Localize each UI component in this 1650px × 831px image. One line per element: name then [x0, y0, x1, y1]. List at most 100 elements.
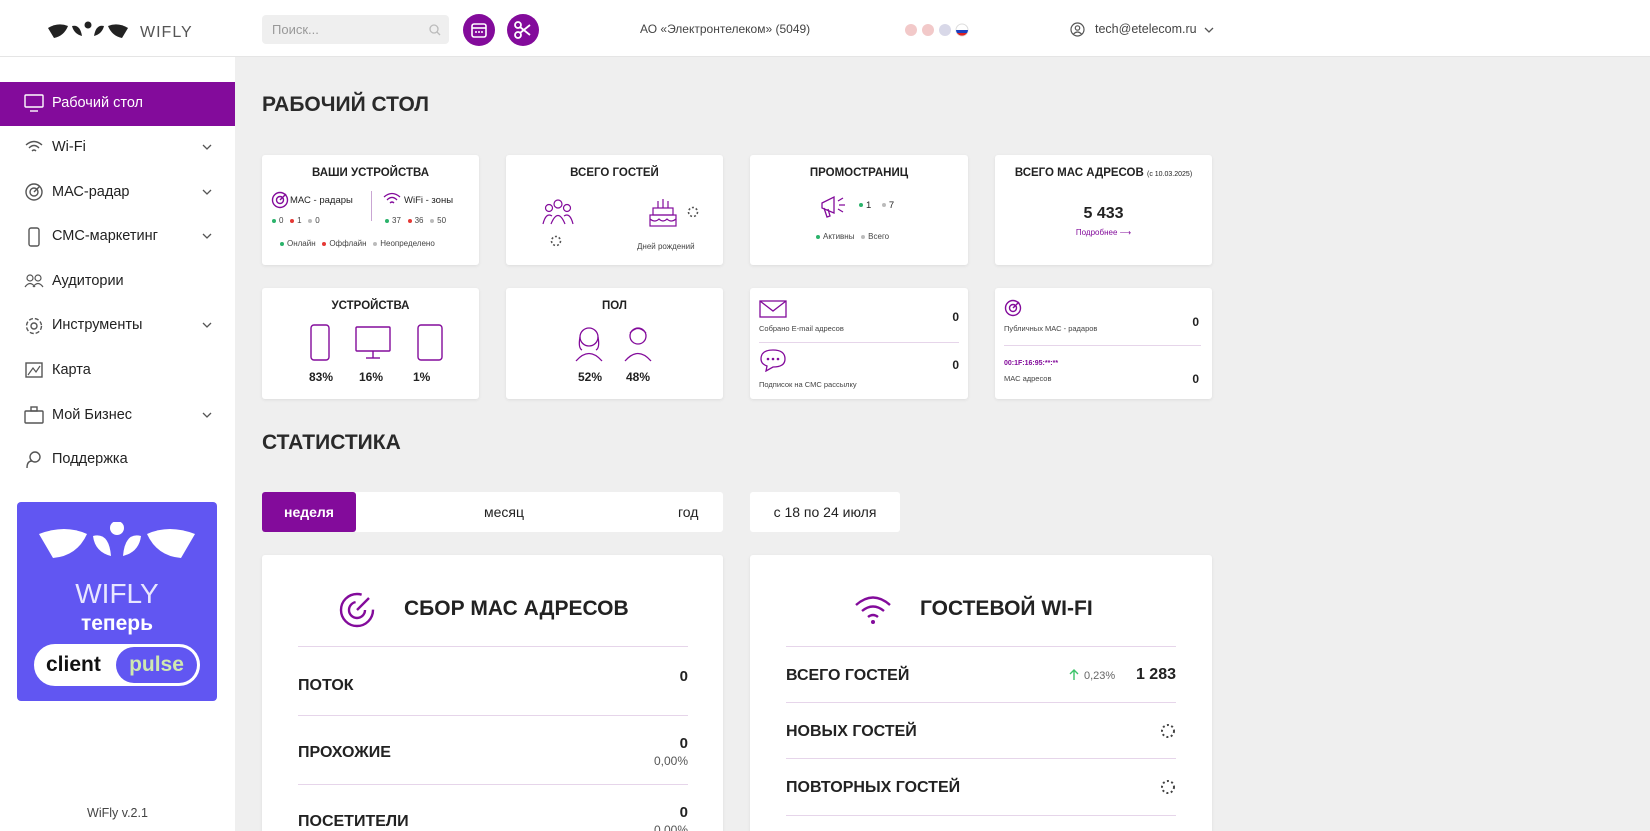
graphic [1204, 27, 1214, 33]
graphic [553, 199, 563, 209]
row-label: ПОТОК [298, 677, 354, 694]
megaphone-icon [821, 195, 845, 218]
graphic [575, 327, 652, 362]
count: 37 [392, 216, 401, 225]
graphic [279, 193, 287, 201]
search-box[interactable]: Поиск... [262, 15, 449, 44]
card-title: ВСЕГО ГОСТЕЙ [570, 167, 659, 179]
graphic [24, 282, 44, 288]
graphic [629, 327, 647, 334]
nav-item[interactable]: Мой Бизнес [0, 394, 235, 438]
count: 36 [414, 216, 424, 225]
graphic [383, 192, 401, 204]
graphic [72, 25, 82, 36]
graphic [26, 460, 33, 469]
graphic [821, 195, 835, 214]
nav-item[interactable]: Карта [0, 349, 235, 393]
legend-item: Активны [823, 232, 855, 241]
share: 83% [309, 370, 334, 384]
share: 52% [578, 370, 603, 384]
graphic [957, 33, 967, 36]
graphic [430, 218, 435, 223]
radars-card: Публичных МАС - радаров 0 00:1F:16:95:**… [995, 288, 1212, 399]
user-chevron [1204, 27, 1214, 33]
language-flags[interactable] [904, 23, 972, 37]
tab[interactable]: год [678, 504, 699, 520]
panel-title: СБОР МАС АДРЕСОВ [404, 597, 629, 620]
nav-label: Карта [52, 362, 91, 378]
graphic [766, 357, 770, 361]
graphic [322, 241, 327, 246]
nav-item[interactable]: Инструменты [0, 304, 235, 348]
count: 0 [315, 216, 320, 225]
tab-active[interactable]: неделя [262, 492, 356, 532]
spinner [687, 206, 699, 218]
graphic [385, 218, 389, 223]
divider [786, 758, 1176, 759]
graphic [123, 535, 141, 556]
nav-item[interactable]: СМС-маркетинг [0, 215, 235, 259]
nav-item[interactable]: Рабочий стол [0, 82, 235, 126]
nav-item[interactable]: МАС-радар [0, 171, 235, 215]
count: 1 [297, 216, 302, 225]
graphic [475, 31, 477, 33]
calendar-button[interactable] [463, 14, 495, 46]
search-icon [429, 24, 441, 36]
tools-button[interactable] [507, 14, 539, 46]
row-label: ПОСЕТИТЕЛИ [298, 813, 409, 830]
nav-item[interactable]: Поддержка [0, 438, 235, 482]
graphic [417, 324, 443, 361]
nav-item[interactable]: Wi-Fi [0, 126, 235, 170]
legend-item: Неопределено [380, 239, 435, 248]
graphic [478, 31, 480, 33]
promo-pill: client pulse [34, 644, 200, 686]
graphic [202, 144, 212, 150]
nav-item[interactable]: Аудитории [0, 260, 235, 304]
share: 16% [359, 370, 384, 384]
row-value: 0 [679, 804, 688, 821]
contacts-card: Собрано E-mail адресов 0 Подписок на СМС… [750, 288, 968, 399]
graphic [33, 185, 41, 193]
card-title: ВСЕГО МАС АДРЕСОВ (с 10.03.2025) [995, 167, 1212, 179]
period-tabs: неделя месяц год [262, 492, 723, 532]
graphic [339, 592, 375, 628]
device-icons [310, 324, 443, 361]
user-icon [1070, 22, 1085, 37]
graphic [776, 357, 780, 361]
graphic [94, 25, 104, 36]
row-label: ПОВТОРНЫХ ГОСТЕЙ [786, 779, 961, 796]
date-range[interactable]: с 18 по 24 июля [750, 492, 900, 532]
nav-label: СМС-маркетинг [52, 228, 158, 244]
graphic [1012, 301, 1020, 309]
mac-total-card: ВСЕГО МАС АДРЕСОВ (с 10.03.2025) 5 433 П… [995, 155, 1212, 265]
row-label: Публичных МАС - радаров [1004, 324, 1098, 333]
graphic [407, 218, 412, 223]
nav-label: Аудитории [52, 273, 124, 289]
promo-banner[interactable]: WIFLY теперь client pulse [17, 502, 217, 701]
graphic [355, 326, 391, 352]
chat-icon [760, 349, 786, 372]
more-link[interactable]: Подробнее ⟶ [1075, 228, 1132, 237]
row-value: 0 [952, 310, 959, 324]
graphic [34, 274, 42, 282]
graphic [24, 406, 44, 424]
divider [371, 191, 372, 221]
graphic [861, 234, 866, 239]
graphic [202, 412, 212, 418]
graphic [759, 300, 787, 318]
graphic [823, 207, 831, 218]
user-email[interactable]: tech@etelecom.ru [1095, 22, 1197, 36]
gender-card: ПОЛ 52% 48% [506, 288, 723, 399]
graphic [27, 365, 41, 376]
email-icon [759, 300, 787, 318]
row-value: 0 [679, 668, 688, 685]
legend-item: Онлайн [287, 239, 316, 248]
graphic [202, 144, 212, 150]
devices-card: ВАШИ УСТРОЙСТВА МАС - радары 0 1 0 WiFi … [262, 155, 479, 265]
legend: Онлайн Оффлайн Неопределено [280, 239, 435, 248]
graphic [649, 218, 677, 222]
row-label: Собрано E-mail адресов [759, 324, 844, 333]
card-title: ПОЛ [602, 300, 627, 312]
tab[interactable]: месяц [484, 504, 525, 520]
legend-item: Всего [868, 232, 890, 241]
